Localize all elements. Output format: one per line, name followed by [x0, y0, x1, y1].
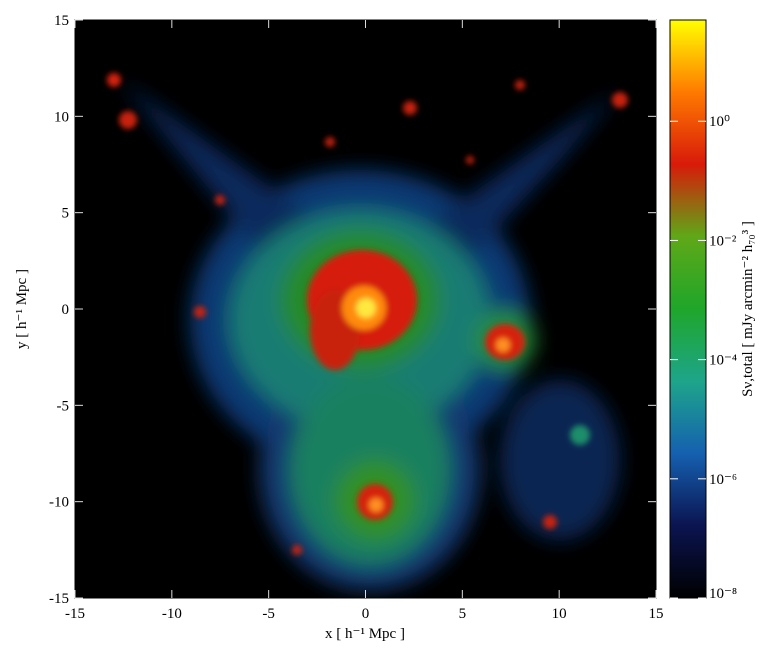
- x-tick-label: -5: [262, 606, 275, 622]
- colorbar-label: Sν,total [ mJy arcmin⁻² h₇₀³ ]: [740, 221, 756, 397]
- x-tick-label: 0: [362, 606, 370, 622]
- y-tick-label: -15: [49, 591, 69, 607]
- x-tick-label: 5: [459, 606, 467, 622]
- colorbar-tick-label: 10⁻⁶: [709, 472, 737, 488]
- colorbar-tick-label: 10⁻²: [709, 233, 737, 249]
- x-tick-label: 10: [552, 606, 567, 622]
- colorbar: [669, 19, 707, 599]
- y-tick-label: -10: [49, 495, 69, 511]
- y-tick-label: -5: [57, 398, 70, 414]
- x-axis-label: x [ h⁻¹ Mpc ]: [325, 626, 405, 642]
- x-tick-label: -15: [65, 606, 85, 622]
- x-tick-label: -10: [162, 606, 182, 622]
- colorbar-tick-label: 10⁻⁴: [709, 353, 737, 369]
- y-tick-label: 10: [54, 109, 69, 125]
- y-axis-label: y [ h⁻¹ Mpc ]: [14, 269, 30, 349]
- colorbar-tick-label: 10⁰: [709, 114, 730, 130]
- x-tick-label: 15: [649, 606, 664, 622]
- colorbar-tick-label: 10⁻⁸: [709, 586, 737, 602]
- map-image: [75, 20, 656, 598]
- y-tick-label: 15: [54, 13, 69, 29]
- y-tick-label: 5: [62, 206, 70, 222]
- y-tick-label: 0: [62, 302, 70, 318]
